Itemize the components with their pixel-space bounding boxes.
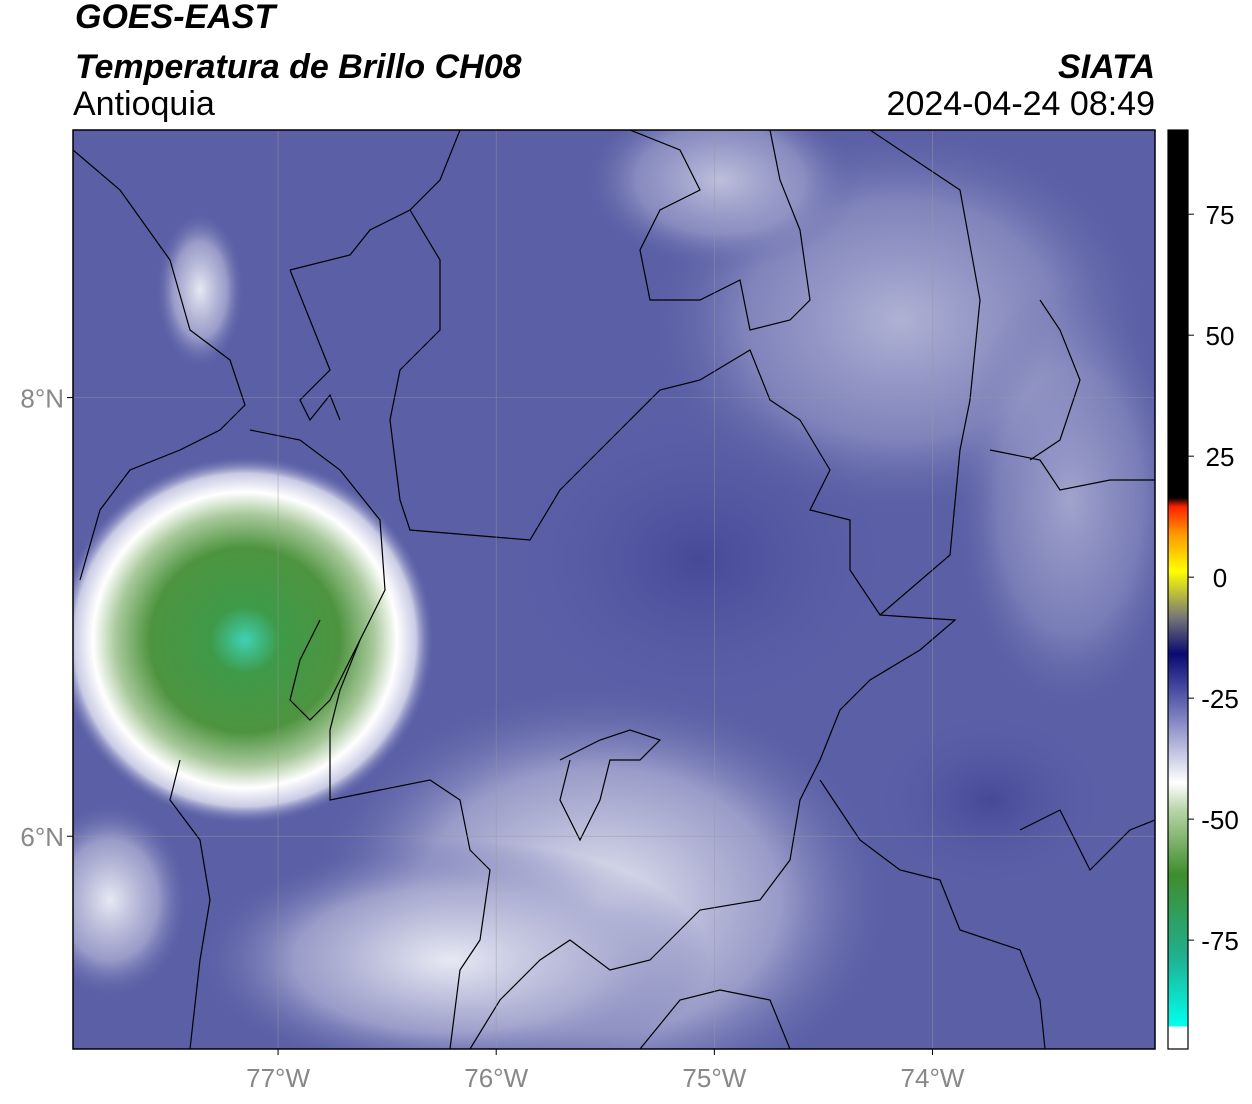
y-tick-label: 6°N — [20, 822, 64, 852]
grid — [73, 130, 1155, 1049]
map-frame — [72, 129, 1156, 1050]
title-line2: Temperatura de Brillo CH08 — [75, 48, 522, 86]
map-imagery — [73, 130, 1155, 1049]
org-label: SIATA — [1058, 48, 1155, 86]
x-tick-label: 77°W — [246, 1063, 310, 1093]
x-tick-label: 76°W — [464, 1063, 528, 1093]
colorbar-tick-label: -75 — [1201, 926, 1239, 956]
colorbar-tick-label: -25 — [1201, 684, 1239, 714]
colorbar-tick-label: 0 — [1213, 563, 1227, 593]
region-label: Antioquia — [73, 85, 215, 123]
y-tick-label: 8°N — [20, 384, 64, 414]
colorbar-tick-label: 75 — [1206, 200, 1235, 230]
colorbar-tick-label: 50 — [1206, 321, 1235, 351]
title-line1: GOES-EAST — [75, 0, 278, 36]
colorbar-tick-label: 25 — [1206, 442, 1235, 472]
colorbar — [1167, 129, 1189, 1050]
datetime-label: 2024-04-24 08:49 — [887, 85, 1155, 123]
x-tick-label: 74°W — [901, 1063, 965, 1093]
colorbar-tick-label: -50 — [1201, 805, 1239, 835]
x-tick-label: 75°W — [682, 1063, 746, 1093]
